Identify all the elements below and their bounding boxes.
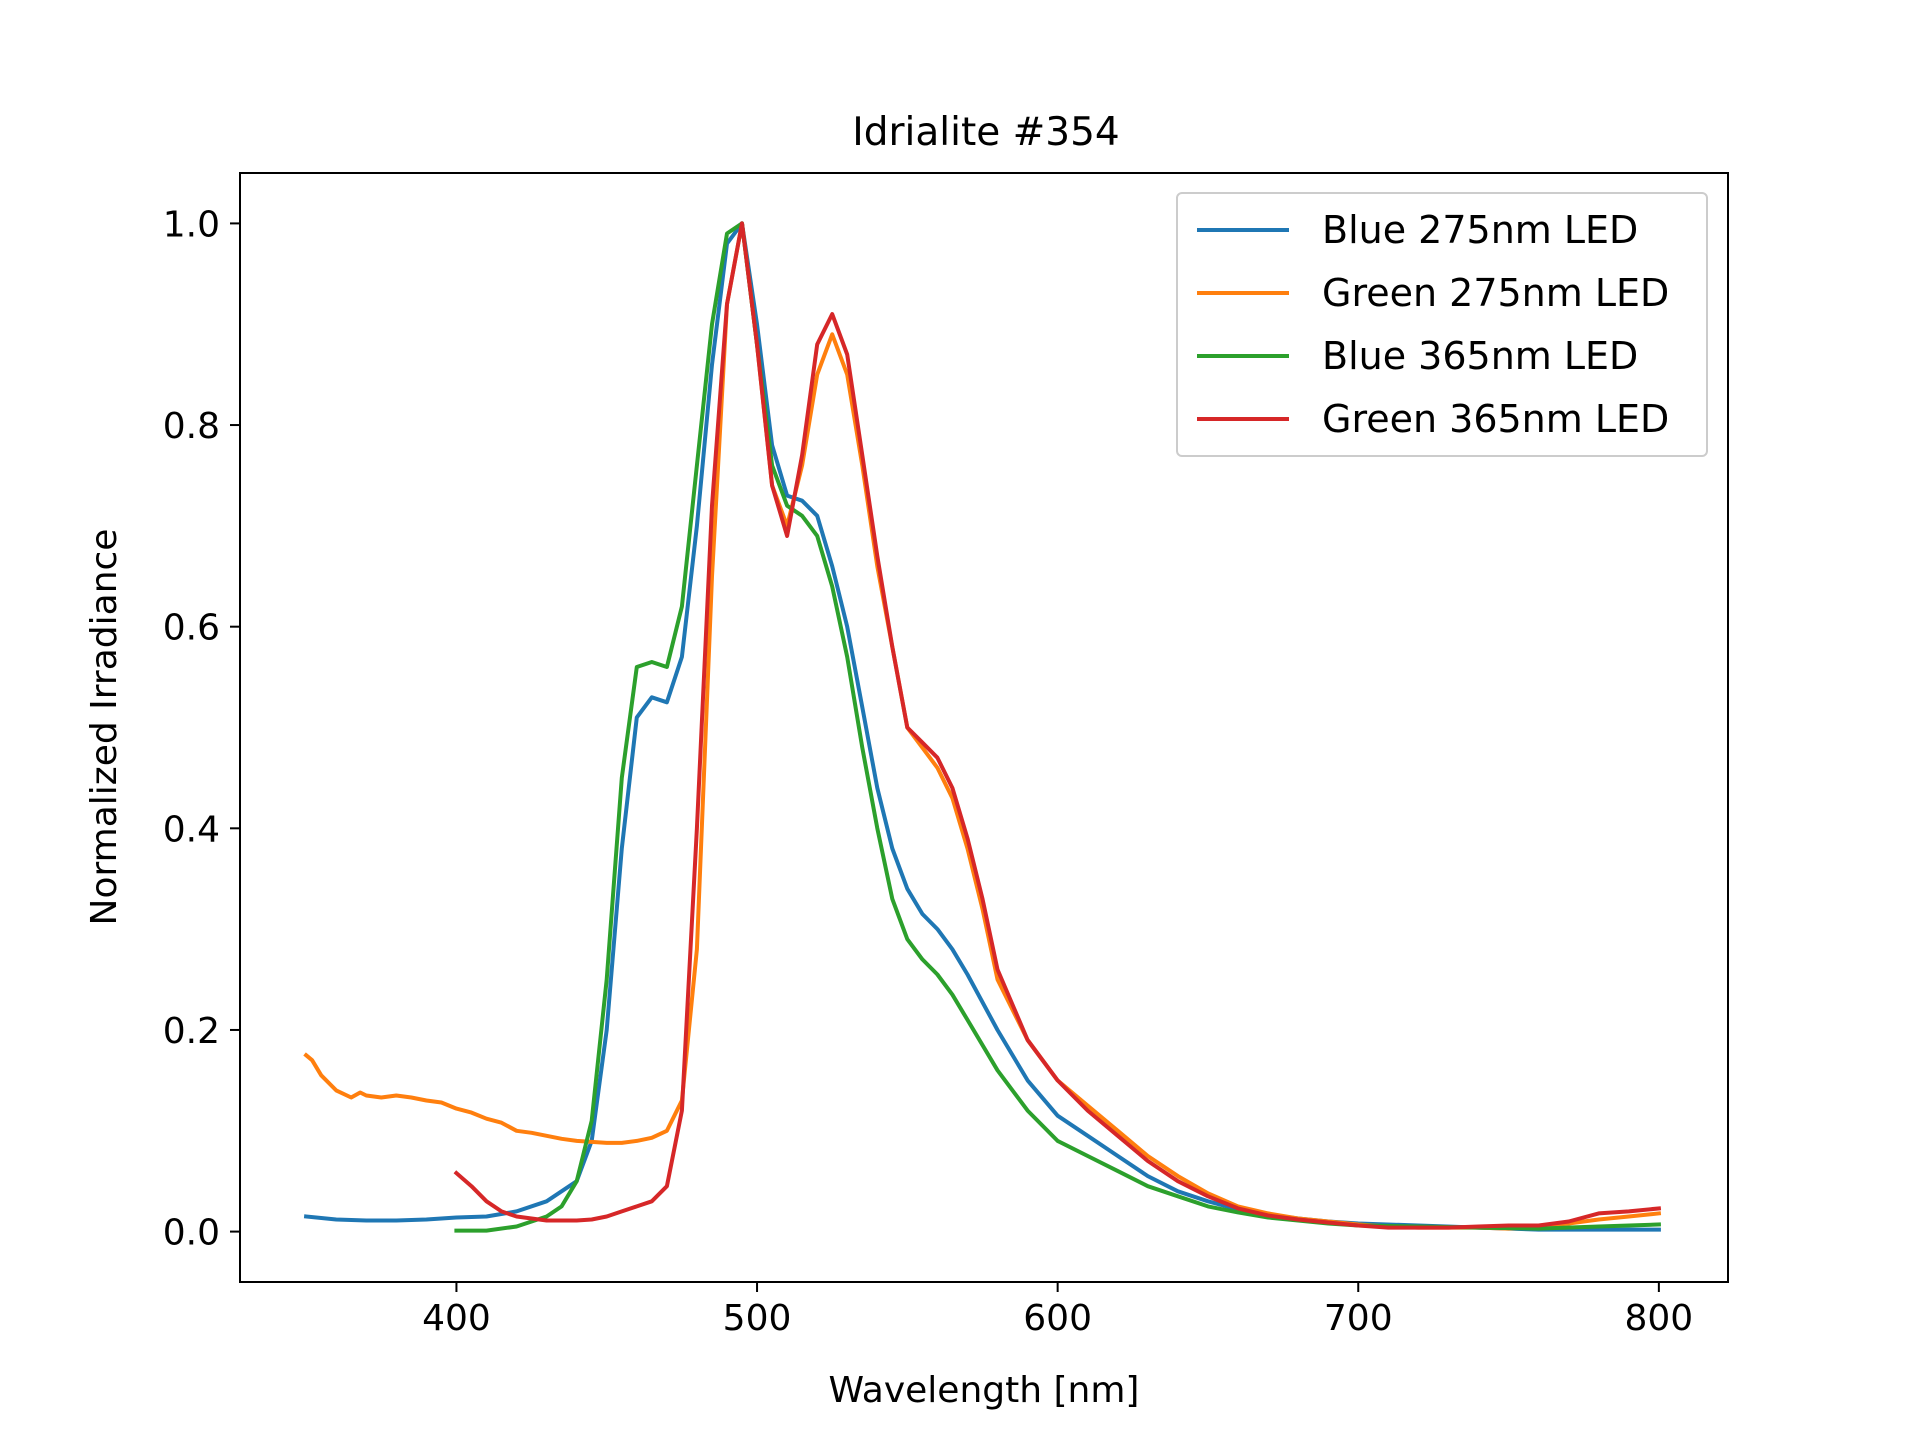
plot-frame (239, 172, 1729, 1283)
x-tick-label: 600 (1023, 1298, 1092, 1339)
y-axis-ticks: 0.0 0.2 0.4 0.6 0.8 1.0 (163, 204, 240, 1254)
legend-label-green-365nm-led: Green 365nm LED (1322, 397, 1669, 441)
x-axis-ticks: 400 500 600 700 800 (422, 1282, 1693, 1339)
legend: Blue 275nm LED Green 275nm LED Blue 365nm … (1176, 192, 1708, 457)
y-tick-label: 0.8 (163, 406, 220, 447)
x-axis-label: Wavelength [nm] (829, 1370, 1140, 1411)
legend-label-green-275nm-led: Green 275nm LED (1322, 271, 1669, 315)
y-tick-label: 0.0 (163, 1213, 220, 1254)
y-tick-label: 1.0 (163, 204, 220, 245)
y-tick-label: 0.6 (163, 608, 220, 649)
series-lines (303, 221, 1662, 1233)
x-tick-label: 500 (723, 1298, 792, 1339)
y-axis-label: Normalized Irradiance (84, 529, 125, 926)
series-line-green-365nm-led (453, 221, 1662, 1230)
legend-label-blue-365nm-led: Blue 365nm LED (1322, 334, 1638, 378)
chart-title: Idrialite #354 (852, 110, 1120, 155)
legend-box (1176, 192, 1708, 457)
x-tick-label: 400 (422, 1298, 491, 1339)
legend-label-blue-275nm-led: Blue 275nm LED (1322, 208, 1638, 252)
y-tick-label: 0.4 (163, 809, 220, 850)
series-line-blue-365nm-led (454, 221, 1661, 1233)
x-tick-label: 800 (1625, 1298, 1694, 1339)
y-tick-label: 0.2 (163, 1011, 220, 1052)
x-tick-label: 700 (1324, 1298, 1393, 1339)
